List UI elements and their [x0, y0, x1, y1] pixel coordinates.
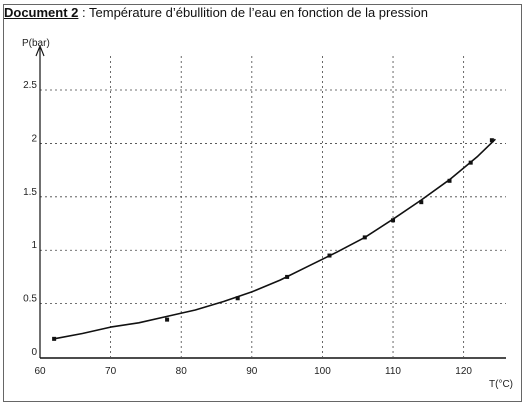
y-tick-label: 1 — [31, 240, 37, 251]
data-point — [447, 178, 452, 183]
data-point — [285, 274, 290, 279]
y-axis-arrow — [35, 44, 45, 57]
y-tick-label: 0 — [31, 347, 37, 358]
data-point — [468, 160, 473, 165]
title-text: : Température d’ébullition de l’eau en f… — [78, 5, 428, 20]
document-title: Document 2 : Température d’ébullition de… — [4, 5, 428, 20]
x-axis-label: T(°C) — [489, 379, 513, 390]
y-tick-label: 1.5 — [23, 187, 37, 198]
data-point — [489, 138, 494, 143]
y-tick-label: 2 — [31, 133, 37, 144]
x-tick-label: 120 — [455, 366, 472, 377]
x-tick-label: 110 — [385, 366, 401, 377]
y-axis-label: P(bar) — [22, 38, 50, 49]
y-tick-label: 0.5 — [23, 294, 37, 305]
data-point — [391, 218, 396, 223]
data-point — [52, 336, 57, 341]
data-point — [362, 235, 367, 240]
x-tick-label: 60 — [34, 366, 46, 377]
x-tick-label: 100 — [314, 366, 331, 377]
document-frame — [3, 4, 522, 402]
data-point — [419, 200, 424, 205]
series-line — [53, 138, 496, 340]
x-tick-label: 70 — [105, 366, 117, 377]
y-tick-label: 2.5 — [23, 80, 37, 91]
x-tick-label: 90 — [246, 366, 258, 377]
document-label: Document 2 — [4, 5, 79, 20]
data-point — [327, 253, 332, 258]
x-tick-label: 80 — [176, 366, 188, 377]
data-point — [165, 317, 170, 322]
data-point — [235, 296, 240, 301]
